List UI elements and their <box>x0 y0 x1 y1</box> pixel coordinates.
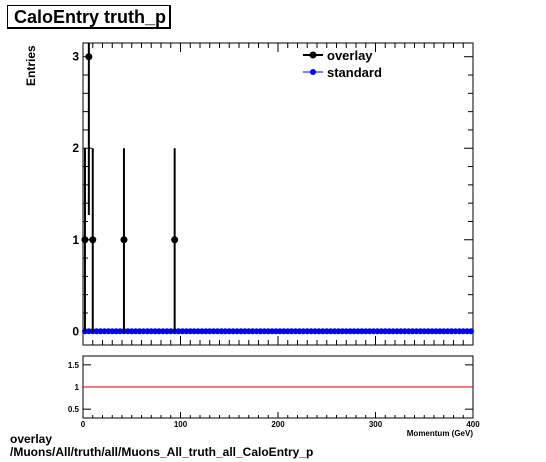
y-tick-label: 3 <box>72 50 79 64</box>
footer-line-1: overlay <box>10 432 53 446</box>
ratio-x-tick-label: 400 <box>466 420 480 429</box>
ratio-y-tick-label: 0.5 <box>68 405 80 414</box>
legend-overlay-marker <box>309 51 317 59</box>
overlay-point <box>120 236 128 244</box>
footer-line-2: /Muons/All/truth/all/Muons_All_truth_all… <box>10 445 314 459</box>
overlay-point <box>89 236 97 244</box>
legend-overlay-label: overlay <box>327 48 373 63</box>
y-tick-label: 0 <box>72 324 79 338</box>
legend-standard-marker <box>310 69 316 75</box>
chart-title: CaloEntry truth_p <box>14 7 167 27</box>
ratio-x-tick-label: 100 <box>174 420 188 429</box>
ratio-x-tick-label: 300 <box>369 420 383 429</box>
legend-standard-label: standard <box>327 65 382 80</box>
ratio-x-tick-label: 0 <box>81 420 86 429</box>
x-axis-label: Momentum (GeV) <box>407 429 474 438</box>
ratio-y-tick-label: 1.5 <box>68 361 80 370</box>
main-plot-frame <box>82 42 474 346</box>
y-tick-label: 1 <box>72 233 79 247</box>
chart-title-box: CaloEntry truth_p <box>7 5 171 29</box>
y-tick-label: 2 <box>72 141 79 155</box>
footer: overlay /Muons/All/truth/all/Muons_All_t… <box>10 433 313 459</box>
overlay-point <box>85 53 93 61</box>
ratio-y-tick-label: 1 <box>75 383 80 392</box>
overlay-point <box>171 236 179 244</box>
ratio-x-tick-label: 200 <box>271 420 285 429</box>
overlay-point <box>81 236 89 244</box>
